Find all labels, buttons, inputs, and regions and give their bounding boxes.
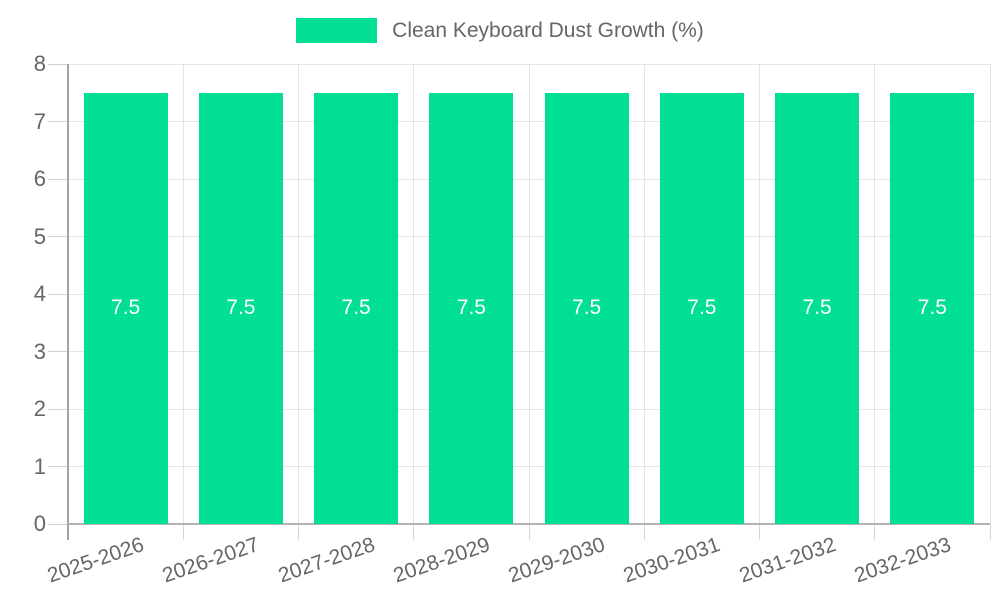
x-axis-tick <box>989 524 991 540</box>
x-tick-label: 2025-2026 <box>44 533 148 588</box>
y-axis-tick <box>48 466 68 467</box>
x-tick-label: 2026-2027 <box>159 533 263 588</box>
x-axis-line <box>68 523 990 525</box>
y-axis-tick <box>48 408 68 410</box>
bar-value-label: 7.5 <box>917 296 947 320</box>
x-gridline <box>643 64 645 524</box>
bar-value-label: 7.5 <box>687 296 717 320</box>
legend-item[interactable]: Clean Keyboard Dust Growth (%) <box>296 18 704 43</box>
legend-swatch-icon <box>296 18 378 43</box>
bar: 7.5 <box>198 92 283 524</box>
x-axis-tick <box>759 524 760 540</box>
y-axis-tick <box>48 523 68 525</box>
bar: 7.5 <box>890 92 975 524</box>
bar-value-label: 7.5 <box>802 296 832 320</box>
y-axis-tick <box>48 63 68 65</box>
y-tick-label: 8 <box>33 51 46 76</box>
bar: 7.5 <box>429 92 514 524</box>
y-axis-tick <box>48 178 68 180</box>
y-tick-label: 2 <box>33 396 46 421</box>
y-tick-label: 7 <box>33 108 46 134</box>
y-axis-line <box>67 64 69 540</box>
bar-value-label: 7.5 <box>572 296 602 320</box>
bar: 7.5 <box>659 92 744 524</box>
x-axis-tick <box>182 524 184 540</box>
y-tick-label: 3 <box>33 338 46 364</box>
y-tick-label: 4 <box>33 281 46 306</box>
bar: 7.5 <box>775 92 860 524</box>
bar-value-label: 7.5 <box>456 296 486 320</box>
bar: 7.5 <box>83 92 168 524</box>
y-tick-label: 5 <box>33 223 46 249</box>
x-axis-tick <box>528 524 530 540</box>
y-tick-label: 6 <box>33 166 46 191</box>
x-tick-label: 2027-2028 <box>275 533 378 588</box>
x-tick-label: 2028-2029 <box>390 533 493 588</box>
legend: Clean Keyboard Dust Growth (%) <box>0 18 1000 43</box>
x-gridline <box>182 64 184 524</box>
x-axis-tick <box>298 524 299 540</box>
x-tick-label: 2031-2032 <box>736 533 839 588</box>
x-gridline <box>989 64 991 524</box>
y-axis-tick <box>48 236 68 237</box>
x-tick-label: 2030-2031 <box>620 533 724 588</box>
x-axis-tick <box>874 524 876 540</box>
x-gridline <box>759 64 760 524</box>
x-axis-tick <box>413 524 415 540</box>
y-axis-tick <box>48 293 68 295</box>
x-gridline <box>528 64 530 524</box>
x-gridline <box>298 64 299 524</box>
y-axis-tick <box>48 351 68 352</box>
bar-value-label: 7.5 <box>341 296 371 320</box>
bar: 7.5 <box>544 92 629 524</box>
x-gridline <box>874 64 876 524</box>
y-tick-label: 1 <box>33 453 46 479</box>
legend-label: Clean Keyboard Dust Growth (%) <box>392 18 704 42</box>
bar-value-label: 7.5 <box>111 296 141 320</box>
x-tick-label: 2029-2030 <box>505 533 609 588</box>
bar: 7.5 <box>314 92 399 524</box>
y-axis-tick <box>48 121 68 122</box>
x-axis-tick <box>643 524 645 540</box>
bar-value-label: 7.5 <box>226 296 256 320</box>
y-tick-label: 0 <box>33 511 46 536</box>
x-tick-label: 2032-2033 <box>851 533 954 588</box>
x-gridline <box>413 64 415 524</box>
